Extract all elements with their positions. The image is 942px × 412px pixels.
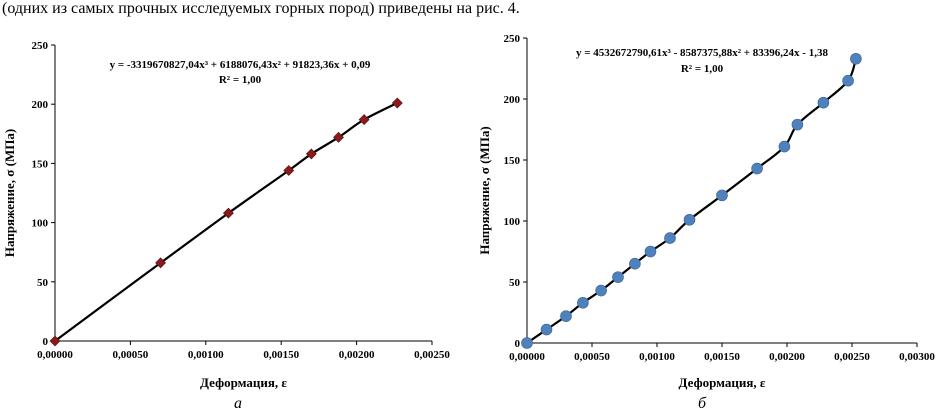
data-point: [791, 118, 804, 131]
x-tick-label: 0,00100: [188, 349, 224, 361]
trendline: [54, 102, 398, 342]
x-axis-label: Деформация, ε: [679, 375, 766, 390]
x-tick-label: 0,00050: [113, 349, 149, 361]
data-point: [521, 337, 533, 349]
x-tick-label: 0,00200: [769, 351, 805, 363]
data-point: [716, 189, 728, 202]
data-point: [333, 131, 344, 143]
data-point: [683, 213, 696, 226]
data-point: [577, 296, 589, 309]
y-tick-label: 0: [43, 336, 49, 348]
x-tick-label: 0,00200: [339, 349, 375, 361]
data-point: [850, 52, 862, 65]
data-point: [155, 257, 166, 269]
data-point: [629, 257, 641, 270]
data-point: [222, 207, 234, 219]
y-axis-label: Напряжение, σ (МПа): [477, 126, 492, 254]
x-tick-label: 0,00300: [899, 351, 935, 363]
y-tick-label: 250: [32, 40, 49, 52]
x-tick-label: 0,00250: [834, 351, 870, 363]
y-tick-label: 150: [32, 158, 49, 170]
data-point: [842, 74, 854, 87]
data-point: [817, 96, 830, 109]
intro-text: (одних из самых прочных исследуемых горн…: [2, 0, 520, 17]
x-tick-label: 0,00000: [509, 351, 545, 363]
chart-b: 0 50 100 150 200 250 0,00000 0,00050 0,00100 0,00…: [477, 33, 935, 412]
data-point: [305, 148, 317, 160]
y-tick-label: 100: [32, 218, 49, 230]
x-axis-label: Деформация, ε: [200, 375, 287, 390]
trendline: [526, 58, 857, 344]
figure-caption: а: [234, 395, 242, 412]
trendline-equation: y = -3319670827,04x³ + 6188076,43x² + 91…: [110, 59, 371, 71]
y-tick-label: 250: [504, 33, 521, 45]
x-tick-label: 0,00250: [414, 349, 450, 361]
chart-a: 0 50 100 150 200 250 0,00000 0,00050 0,00100 0,00…: [2, 40, 450, 412]
y-tick-label: 0: [515, 338, 521, 350]
x-tick-label: 0,00050: [574, 351, 610, 363]
r-squared: R² = 1,00: [681, 63, 724, 75]
trendline-equation: y = 4532672790,61x³ - 8587375,88x² + 833…: [576, 47, 828, 59]
data-point: [49, 335, 61, 347]
x-tick-label: 0,00000: [37, 349, 73, 361]
data-point: [612, 271, 624, 283]
figure-caption: б: [698, 395, 707, 412]
data-point: [595, 284, 607, 297]
r-squared: R² = 1,00: [219, 74, 262, 86]
data-point: [560, 310, 572, 322]
y-tick-label: 200: [32, 99, 49, 111]
x-tick-label: 0,00150: [704, 351, 740, 363]
data-point: [540, 323, 553, 336]
y-tick-label: 50: [37, 277, 49, 289]
data-point: [778, 140, 791, 153]
x-tick-label: 0,00100: [639, 351, 675, 363]
data-point: [283, 165, 295, 176]
y-tick-label: 200: [504, 94, 521, 106]
data-point: [751, 162, 763, 175]
data-point: [391, 97, 403, 109]
x-tick-label: 0,00150: [263, 349, 299, 361]
y-tick-label: 100: [504, 216, 521, 228]
y-tick-label: 50: [509, 277, 521, 289]
y-tick-label: 150: [504, 155, 521, 167]
data-point: [358, 114, 370, 126]
data-point: [664, 232, 676, 244]
y-axis-label: Напряжение, σ (МПа): [2, 129, 17, 257]
data-point: [644, 245, 657, 258]
